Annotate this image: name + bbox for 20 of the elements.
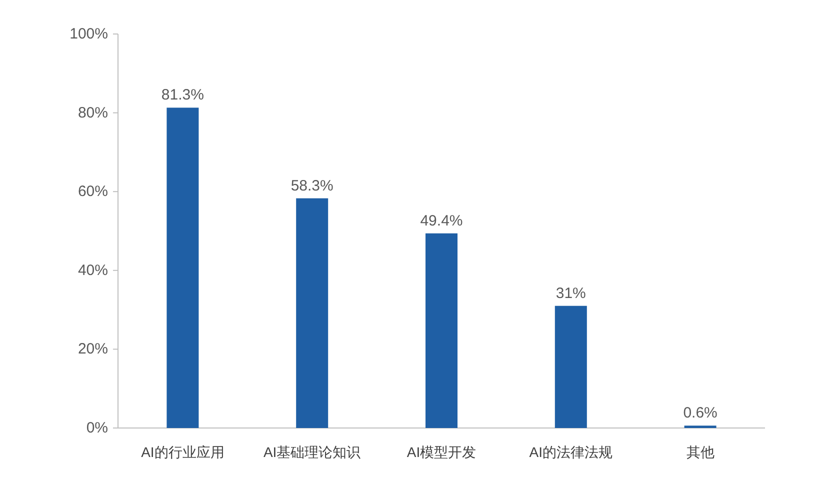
x-tick-label: 其他 bbox=[686, 444, 714, 460]
bar bbox=[554, 306, 587, 428]
data-label: 0.6% bbox=[683, 404, 718, 422]
data-label: 81.3% bbox=[161, 86, 204, 104]
y-tick-label: 20% bbox=[78, 340, 108, 358]
y-tick-label: 80% bbox=[78, 104, 108, 122]
y-tick-label: 40% bbox=[78, 262, 108, 279]
bar bbox=[426, 233, 458, 428]
data-label: 31% bbox=[556, 284, 586, 302]
bar bbox=[166, 108, 199, 428]
data-label: 49.4% bbox=[420, 212, 463, 230]
y-tick-label: 100% bbox=[70, 26, 108, 42]
data-label: 58.3% bbox=[290, 177, 334, 194]
y-tick-label: 60% bbox=[78, 183, 108, 200]
bar bbox=[296, 198, 328, 428]
x-tick-label: AI模型开发 bbox=[406, 444, 476, 460]
x-tick-label: AI的行业应用 bbox=[141, 444, 224, 460]
y-tick-label: 0% bbox=[86, 420, 108, 436]
x-tick-label: AI的法律法规 bbox=[529, 444, 613, 460]
x-tick-label: AI基础理论知识 bbox=[263, 444, 361, 460]
